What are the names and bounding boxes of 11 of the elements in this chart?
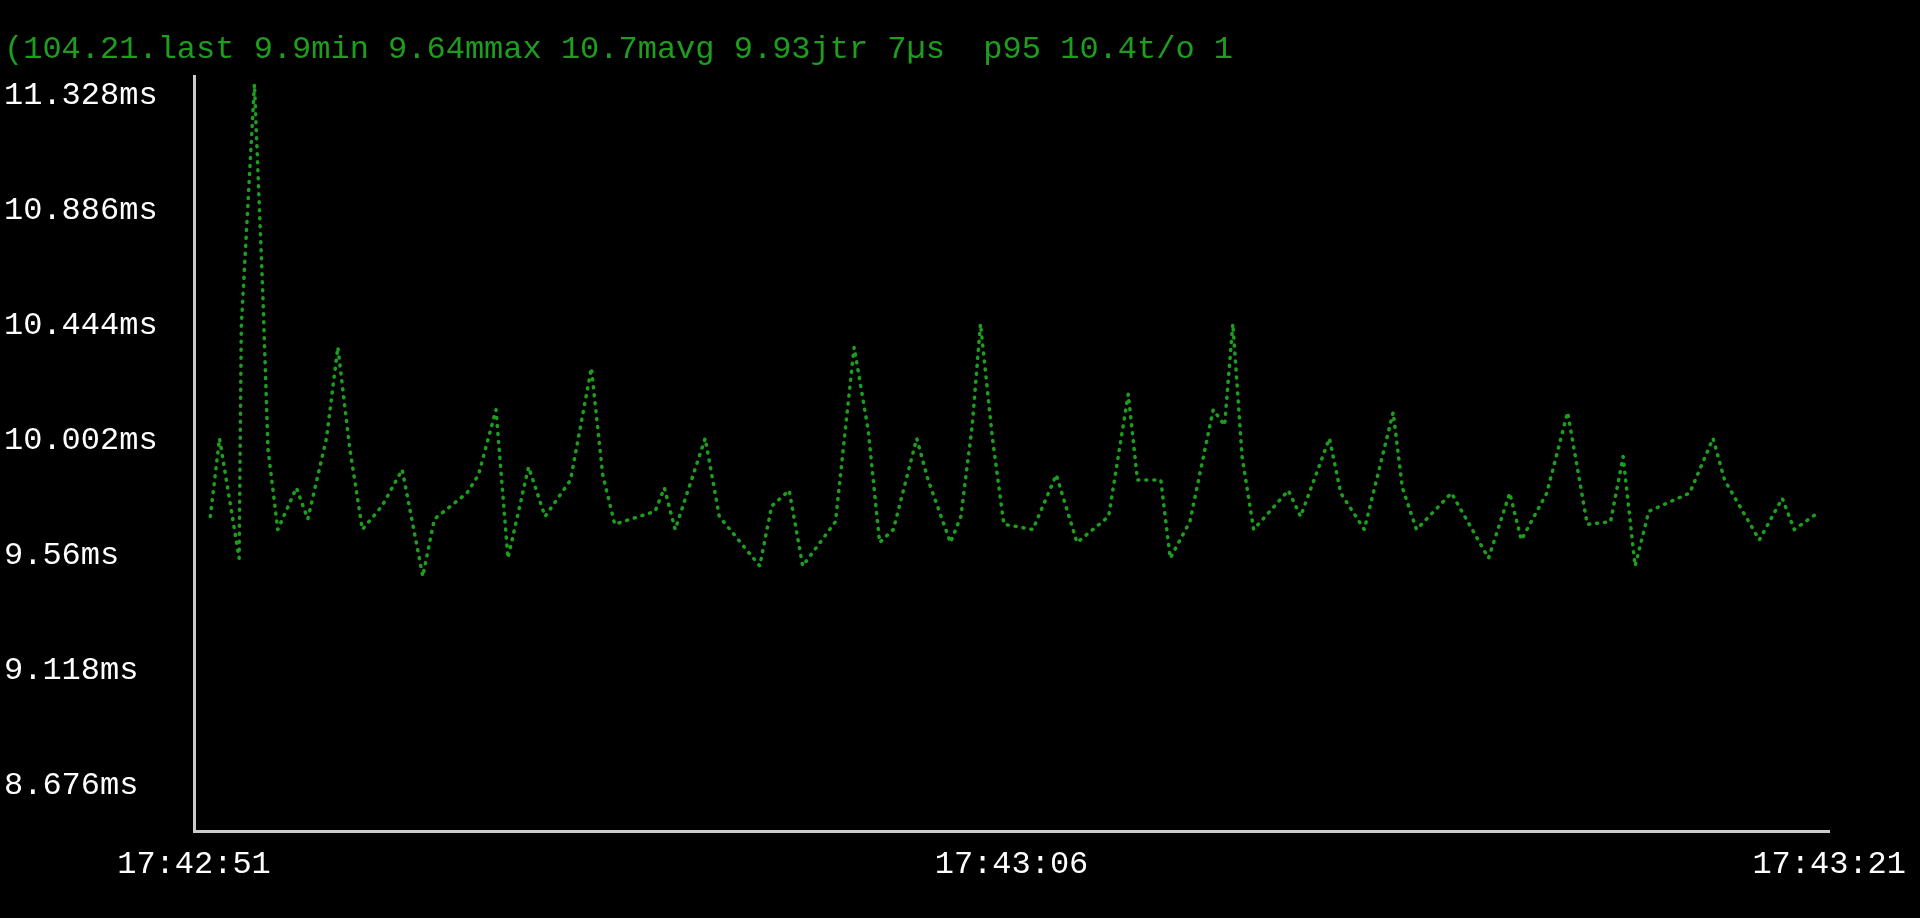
- x-tick-label: 17:43:06: [934, 846, 1089, 884]
- x-tick-label: 17:42:51: [117, 846, 271, 884]
- y-tick-label: 10.444ms: [4, 306, 158, 344]
- y-tick-label: 10.002ms: [4, 421, 158, 459]
- y-tick-label: 9.118ms: [4, 652, 139, 690]
- y-tick-label: 8.676ms: [4, 767, 139, 805]
- y-tick-label: 11.328ms: [4, 76, 158, 114]
- y-tick-label: 10.886ms: [4, 191, 158, 229]
- chart-title: (104.21.last 9.9min 9.64mmax 10.7mavg 9.93jtr 7µs p95 10.4t/o 1: [4, 30, 1233, 68]
- x-tick-label: 17:43:21: [1752, 846, 1906, 884]
- y-tick-label: 9.56ms: [4, 537, 120, 575]
